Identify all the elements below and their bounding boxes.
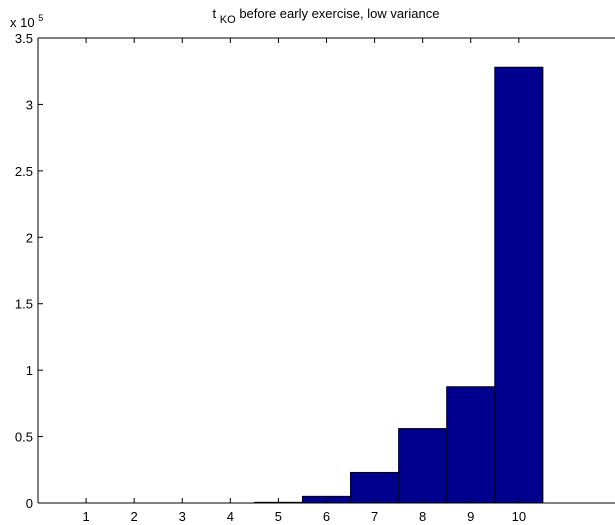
x-axis-ticks: 1 2 3 4 5 6 7 8 9 10 (82, 38, 526, 524)
y-tick-label: 3 (26, 97, 33, 112)
chart-title-subscript: KO (220, 14, 236, 26)
chart-title-rest: before early exercise, low variance (239, 6, 439, 21)
x-tick-label: 4 (227, 509, 234, 524)
x-tick-label: 6 (323, 509, 330, 524)
y-axis-multiplier-base: x 10 (10, 15, 35, 30)
bar-8 (398, 428, 448, 504)
x-tick-label: 5 (275, 509, 282, 524)
y-tick-label: 1.5 (15, 297, 33, 312)
bar-10 (494, 66, 544, 504)
y-tick-label: 0.5 (15, 430, 33, 445)
chart-title: t KO before early exercise, low variance (213, 6, 440, 26)
x-tick-label: 3 (179, 509, 186, 524)
x-tick-label: 8 (419, 509, 426, 524)
y-tick-label: 0 (26, 496, 33, 511)
y-tick-label: 2.5 (15, 164, 33, 179)
y-tick-label: 1 (26, 363, 33, 378)
x-tick-label: 7 (371, 509, 378, 524)
bar-7 (350, 471, 400, 504)
y-tick-label: 3.5 (15, 31, 33, 46)
chart-title-main: t (213, 6, 217, 21)
y-axis-multiplier: x 10 5 (10, 13, 43, 30)
y-axis-ticks: 0 0.5 1 1.5 2 2.5 3 3.5 (15, 31, 43, 511)
bar-9 (446, 386, 496, 504)
x-tick-label: 2 (131, 509, 138, 524)
bars-group (253, 66, 544, 504)
x-tick-label: 9 (467, 509, 474, 524)
x-tick-label: 1 (82, 509, 89, 524)
y-axis-multiplier-exponent: 5 (38, 13, 43, 23)
x-tick-label: 10 (512, 509, 526, 524)
y-tick-label: 2 (26, 230, 33, 245)
